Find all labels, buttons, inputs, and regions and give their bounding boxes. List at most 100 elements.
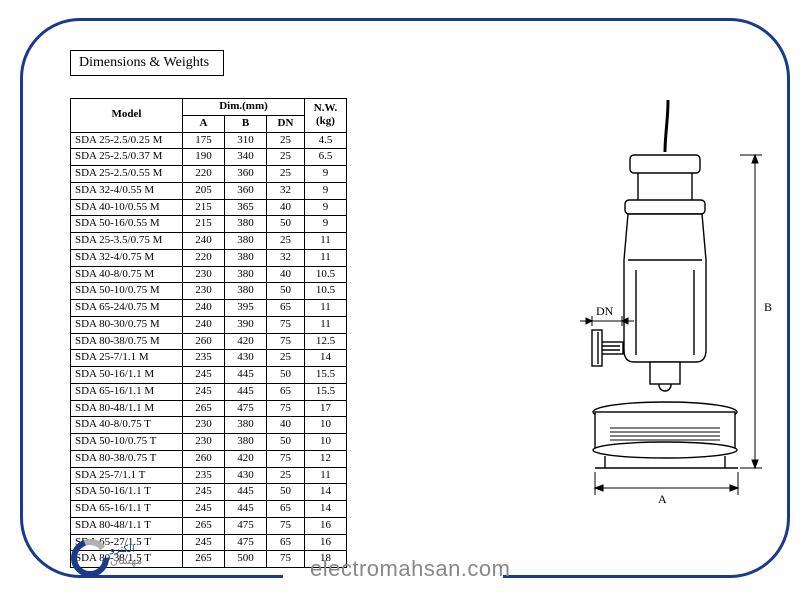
svg-text:الکترو: الکترو [109, 544, 135, 555]
cell-a: 230 [183, 417, 225, 434]
table-row: SDA 25-3.5/0.75 M2403802511 [71, 233, 347, 250]
cell-a: 240 [183, 233, 225, 250]
cell-nw: 9 [305, 166, 347, 183]
cell-nw: 14 [305, 501, 347, 518]
cell-model: SDA 32-4/0.55 M [71, 182, 183, 199]
cell-model: SDA 40-8/0.75 M [71, 266, 183, 283]
cell-nw: 11 [305, 300, 347, 317]
table-row: SDA 80-48/1.1 M2654757517 [71, 400, 347, 417]
cell-b: 475 [225, 517, 267, 534]
cell-nw: 12 [305, 450, 347, 467]
cell-nw: 14 [305, 484, 347, 501]
cell-dn: 75 [267, 517, 305, 534]
cell-nw: 11 [305, 249, 347, 266]
cell-dn: 25 [267, 149, 305, 166]
cell-b: 380 [225, 233, 267, 250]
cell-b: 380 [225, 434, 267, 451]
cell-model: SDA 50-16/1.1 M [71, 367, 183, 384]
cell-dn: 40 [267, 266, 305, 283]
cell-model: SDA 50-16/1.1 T [71, 484, 183, 501]
cell-b: 340 [225, 149, 267, 166]
cell-model: SDA 40-8/0.75 T [71, 417, 183, 434]
cell-a: 235 [183, 350, 225, 367]
cell-dn: 25 [267, 350, 305, 367]
cell-model: SDA 32-4/0.75 M [71, 249, 183, 266]
cell-nw: 11 [305, 233, 347, 250]
cell-model: SDA 50-10/0.75 M [71, 283, 183, 300]
table-row: SDA 25-7/1.1 M2354302514 [71, 350, 347, 367]
cell-b: 445 [225, 367, 267, 384]
cell-dn: 65 [267, 534, 305, 551]
cell-b: 475 [225, 400, 267, 417]
cell-dn: 65 [267, 300, 305, 317]
cell-dn: 50 [267, 216, 305, 233]
table-row: SDA 50-10/0.75 M2303805010.5 [71, 283, 347, 300]
table-row: SDA 32-4/0.55 M205360329 [71, 182, 347, 199]
cell-nw: 10.5 [305, 283, 347, 300]
cell-a: 175 [183, 132, 225, 149]
cell-dn: 75 [267, 316, 305, 333]
cell-a: 265 [183, 551, 225, 568]
table-row: SDA 25-7/1.1 T2354302511 [71, 467, 347, 484]
cell-a: 245 [183, 501, 225, 518]
cell-dn: 50 [267, 283, 305, 300]
cell-nw: 9 [305, 182, 347, 199]
table-row: SDA 50-16/0.55 M215380509 [71, 216, 347, 233]
dim-label-b: B [764, 300, 772, 315]
cell-dn: 50 [267, 434, 305, 451]
cell-b: 395 [225, 300, 267, 317]
cell-model: SDA 25-7/1.1 T [71, 467, 183, 484]
cell-model: SDA 50-10/0.75 T [71, 434, 183, 451]
cell-b: 360 [225, 182, 267, 199]
cell-dn: 50 [267, 484, 305, 501]
cell-model: SDA 25-7/1.1 M [71, 350, 183, 367]
cell-b: 500 [225, 551, 267, 568]
cell-a: 245 [183, 367, 225, 384]
cell-b: 430 [225, 467, 267, 484]
cell-a: 260 [183, 450, 225, 467]
cell-dn: 75 [267, 333, 305, 350]
cell-a: 230 [183, 283, 225, 300]
cell-b: 475 [225, 534, 267, 551]
cell-nw: 14 [305, 350, 347, 367]
cell-nw: 10 [305, 417, 347, 434]
svg-text:مهسان: مهسان [110, 555, 142, 567]
cell-model: SDA 80-38/0.75 M [71, 333, 183, 350]
col-header-model: Model [71, 99, 183, 133]
cell-b: 430 [225, 350, 267, 367]
cell-dn: 32 [267, 249, 305, 266]
cell-nw: 17 [305, 400, 347, 417]
cell-model: SDA 25-2.5/0.55 M [71, 166, 183, 183]
table-row: SDA 65-24/0.75 M2403956511 [71, 300, 347, 317]
section-title-text: Dimensions & Weights [79, 55, 209, 70]
cell-a: 230 [183, 266, 225, 283]
table-row: SDA 80-38/0.75 M2604207512.5 [71, 333, 347, 350]
cell-a: 260 [183, 333, 225, 350]
cell-dn: 75 [267, 551, 305, 568]
col-header-b: B [225, 115, 267, 132]
watermark-text: electromahsan.com [310, 556, 510, 582]
cell-a: 190 [183, 149, 225, 166]
col-header-dn: DN [267, 115, 305, 132]
cell-model: SDA 65-16/1.1 T [71, 501, 183, 518]
cell-a: 220 [183, 249, 225, 266]
table-row: SDA 65-16/1.1 T2454456514 [71, 501, 347, 518]
cell-a: 235 [183, 467, 225, 484]
cell-a: 205 [183, 182, 225, 199]
cell-b: 445 [225, 383, 267, 400]
cell-b: 360 [225, 166, 267, 183]
cell-a: 245 [183, 484, 225, 501]
cell-a: 245 [183, 383, 225, 400]
table-row: SDA 50-16/1.1 M2454455015.5 [71, 367, 347, 384]
table-row: SDA 40-10/0.55 M215365409 [71, 199, 347, 216]
dimensions-table: Model Dim.(mm) N.W. (kg) A B DN SDA 25-2… [70, 98, 347, 568]
cell-model: SDA 25-3.5/0.75 M [71, 233, 183, 250]
cell-nw: 10.5 [305, 266, 347, 283]
cell-nw: 16 [305, 517, 347, 534]
cell-nw: 9 [305, 216, 347, 233]
table-row: SDA 80-38/0.75 T2604207512 [71, 450, 347, 467]
dimensions-table-container: Model Dim.(mm) N.W. (kg) A B DN SDA 25-2… [70, 98, 347, 568]
cell-nw: 10 [305, 434, 347, 451]
cell-a: 220 [183, 166, 225, 183]
table-row: SDA 50-10/0.75 T2303805010 [71, 434, 347, 451]
